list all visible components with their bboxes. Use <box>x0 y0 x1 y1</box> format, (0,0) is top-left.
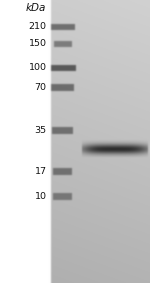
Text: 10: 10 <box>34 192 46 201</box>
Text: 100: 100 <box>28 63 46 72</box>
Text: 17: 17 <box>34 167 46 176</box>
Text: 150: 150 <box>28 39 46 48</box>
Text: kDa: kDa <box>26 3 46 14</box>
Text: 210: 210 <box>28 22 46 31</box>
Text: 70: 70 <box>34 83 46 92</box>
Text: 35: 35 <box>34 126 46 135</box>
